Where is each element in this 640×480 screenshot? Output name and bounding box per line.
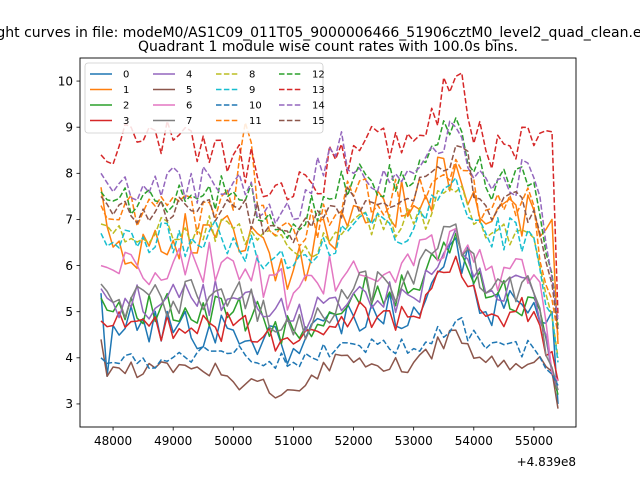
- chart-title: Quadrant 1 module wise count rates with …: [138, 39, 518, 55]
- series-line-12: [100, 117, 559, 326]
- x-offset-label: +4.839e8: [517, 455, 576, 469]
- x-tick-label: 52000: [334, 434, 372, 448]
- legend-label-15: 15: [312, 116, 325, 127]
- legend-label-11: 11: [249, 116, 262, 127]
- series-line-4: [100, 227, 559, 391]
- legend-label-0: 0: [123, 70, 129, 81]
- x-tick-label: 48000: [94, 434, 132, 448]
- series-line-5: [100, 329, 559, 409]
- legend-label-4: 4: [186, 70, 192, 81]
- series-line-9: [100, 177, 559, 363]
- series-line-15: [100, 144, 559, 331]
- legend-label-3: 3: [123, 116, 129, 127]
- x-tick-label: 49000: [154, 434, 192, 448]
- y-tick-label: 8: [65, 167, 73, 181]
- y-tick-label: 3: [65, 397, 73, 411]
- plot-frame: [79, 57, 577, 428]
- y-tick-label: 9: [65, 120, 73, 134]
- series-line-10: [100, 316, 559, 386]
- x-tick-label: 54000: [455, 434, 493, 448]
- y-tick-label: 6: [65, 259, 73, 273]
- legend-label-10: 10: [249, 101, 262, 112]
- figure-suptitle: Light curves in file: modeM0/AS1C09_011T…: [0, 25, 640, 41]
- y-axis: 3 4 5 6 7 8 9 10: [58, 74, 80, 411]
- legend-label-6: 6: [186, 101, 192, 112]
- series-line-14: [100, 120, 559, 322]
- y-tick-label: 7: [65, 213, 73, 227]
- legend-label-2: 2: [123, 101, 129, 112]
- legend-label-13: 13: [312, 85, 325, 96]
- legend-label-12: 12: [312, 70, 325, 81]
- series-line-7: [100, 223, 559, 391]
- legend-label-8: 8: [249, 70, 255, 81]
- series-layer: [100, 72, 559, 409]
- series-line-8: [100, 185, 559, 358]
- legend-label-1: 1: [123, 85, 129, 96]
- x-tick-label: 55000: [515, 434, 553, 448]
- y-tick-label: 4: [65, 351, 73, 365]
- x-axis: 48000 49000 50000 51000 52000 53000 54000 55000: [94, 427, 553, 448]
- legend-label-7: 7: [186, 116, 192, 127]
- series-line-0: [100, 237, 559, 404]
- y-tick-label: 5: [65, 305, 73, 319]
- series-line-13: [100, 72, 559, 317]
- x-tick-label: 51000: [274, 434, 312, 448]
- legend-label-9: 9: [249, 85, 255, 96]
- x-tick-label: 50000: [214, 434, 252, 448]
- legend-label-5: 5: [186, 85, 192, 96]
- legend-box: [84, 62, 324, 134]
- x-tick-label: 53000: [395, 434, 433, 448]
- legend-label-14: 14: [312, 101, 325, 112]
- y-tick-label: 10: [58, 74, 73, 88]
- series-line-3: [100, 255, 559, 382]
- series-line-2: [100, 232, 559, 395]
- series-line-11: [100, 121, 559, 335]
